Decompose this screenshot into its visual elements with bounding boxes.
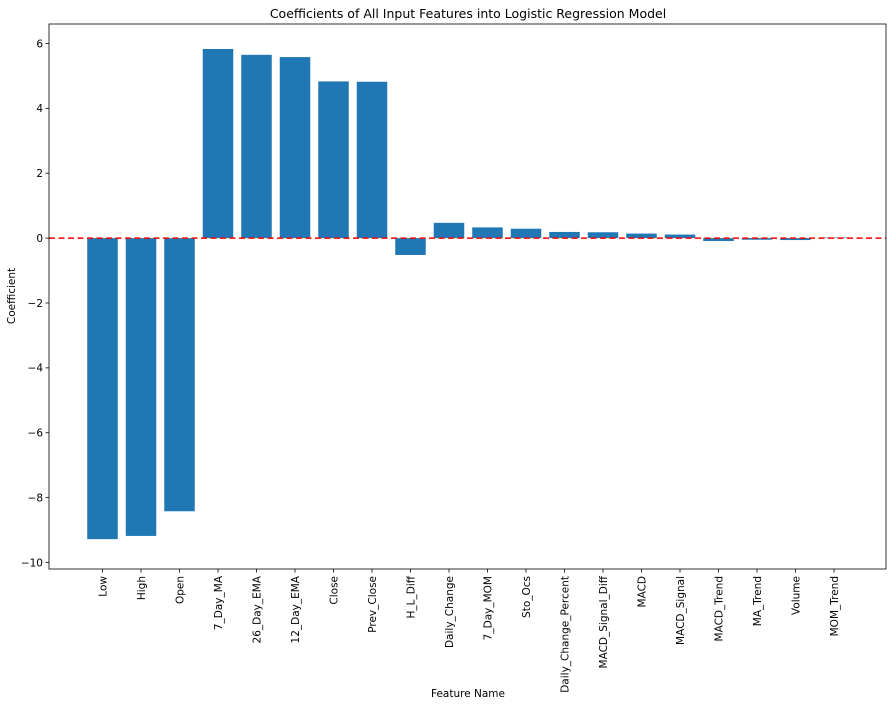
bar-close: [318, 81, 349, 239]
bar-7-day-mom: [472, 227, 503, 239]
bar-12-day-ema: [279, 57, 311, 239]
y-tick-label: −6: [28, 428, 44, 440]
x-tick-label: 12_Day_EMA: [290, 575, 302, 643]
y-axis-label: Coefficient: [6, 268, 18, 324]
x-tick-label: MACD_Signal: [675, 576, 687, 645]
plot-frame: [48, 23, 887, 570]
bar-daily-change-percent: [549, 231, 580, 239]
y-tick-label: −10: [21, 557, 43, 569]
bar-daily-change: [433, 222, 465, 239]
bar-macd: [626, 233, 657, 239]
x-tick-label: Volume: [791, 576, 803, 615]
bar-low: [87, 238, 118, 540]
x-tick-label: Close: [329, 576, 341, 605]
bar-prev-close: [356, 81, 388, 239]
x-tick-label: High: [136, 576, 148, 600]
y-tick-label: −8: [28, 492, 43, 504]
x-tick-label: H_L_Diff: [406, 575, 418, 618]
x-tick-label: 26_Day_EMA: [252, 575, 264, 643]
x-tick-label: Daily_Change: [444, 576, 456, 648]
bar-sto-ocs: [510, 228, 542, 239]
bar-7-day-ma: [202, 48, 234, 239]
x-tick-label: MOM_Trend: [829, 576, 841, 636]
x-tick-label: MA_Trend: [752, 576, 764, 626]
bar-macd-signal-diff: [587, 232, 619, 239]
x-tick-label: Sto_Ocs: [521, 576, 533, 618]
bar-macd-signal: [664, 234, 696, 239]
bar-mom-trend: [818, 237, 850, 239]
plot-area: −10 −8 −6 −4 −2 0 2 4 6 Low High Open 7_Day_MA 26_Day…: [21, 23, 887, 693]
bar-volume: [780, 238, 811, 241]
y-tick-label: 6: [36, 38, 43, 50]
x-tick-label: MACD_Trend: [714, 576, 726, 641]
bar-high: [125, 238, 157, 536]
bar-open: [164, 238, 195, 512]
bar-h-l-diff: [395, 238, 426, 255]
y-tick-label: −2: [28, 298, 43, 310]
x-tick-label: MACD: [637, 576, 649, 607]
bar-macd-trend: [703, 238, 734, 242]
x-tick-label: 7_Day_MOM: [483, 576, 495, 640]
x-tick-label: MACD_Signal_Diff: [598, 575, 610, 668]
bar-26-day-ema: [241, 54, 272, 239]
y-tick-label: 2: [36, 168, 43, 180]
x-tick-label: Prev_Close: [367, 576, 379, 633]
x-tick-label: Low: [98, 576, 110, 597]
x-tick-label: Open: [175, 576, 187, 604]
y-tick-label: 0: [36, 233, 43, 245]
x-axis-label: Feature Name: [431, 688, 505, 700]
chart-title: Coefficients of All Input Features into …: [270, 6, 666, 21]
y-tick-label: 4: [36, 103, 43, 115]
bar-ma-trend: [741, 238, 773, 240]
x-tick-label: 7_Day_MA: [213, 575, 225, 630]
x-tick-label: Daily_Change_Percent: [560, 576, 572, 693]
y-tick-label: −4: [28, 363, 44, 375]
